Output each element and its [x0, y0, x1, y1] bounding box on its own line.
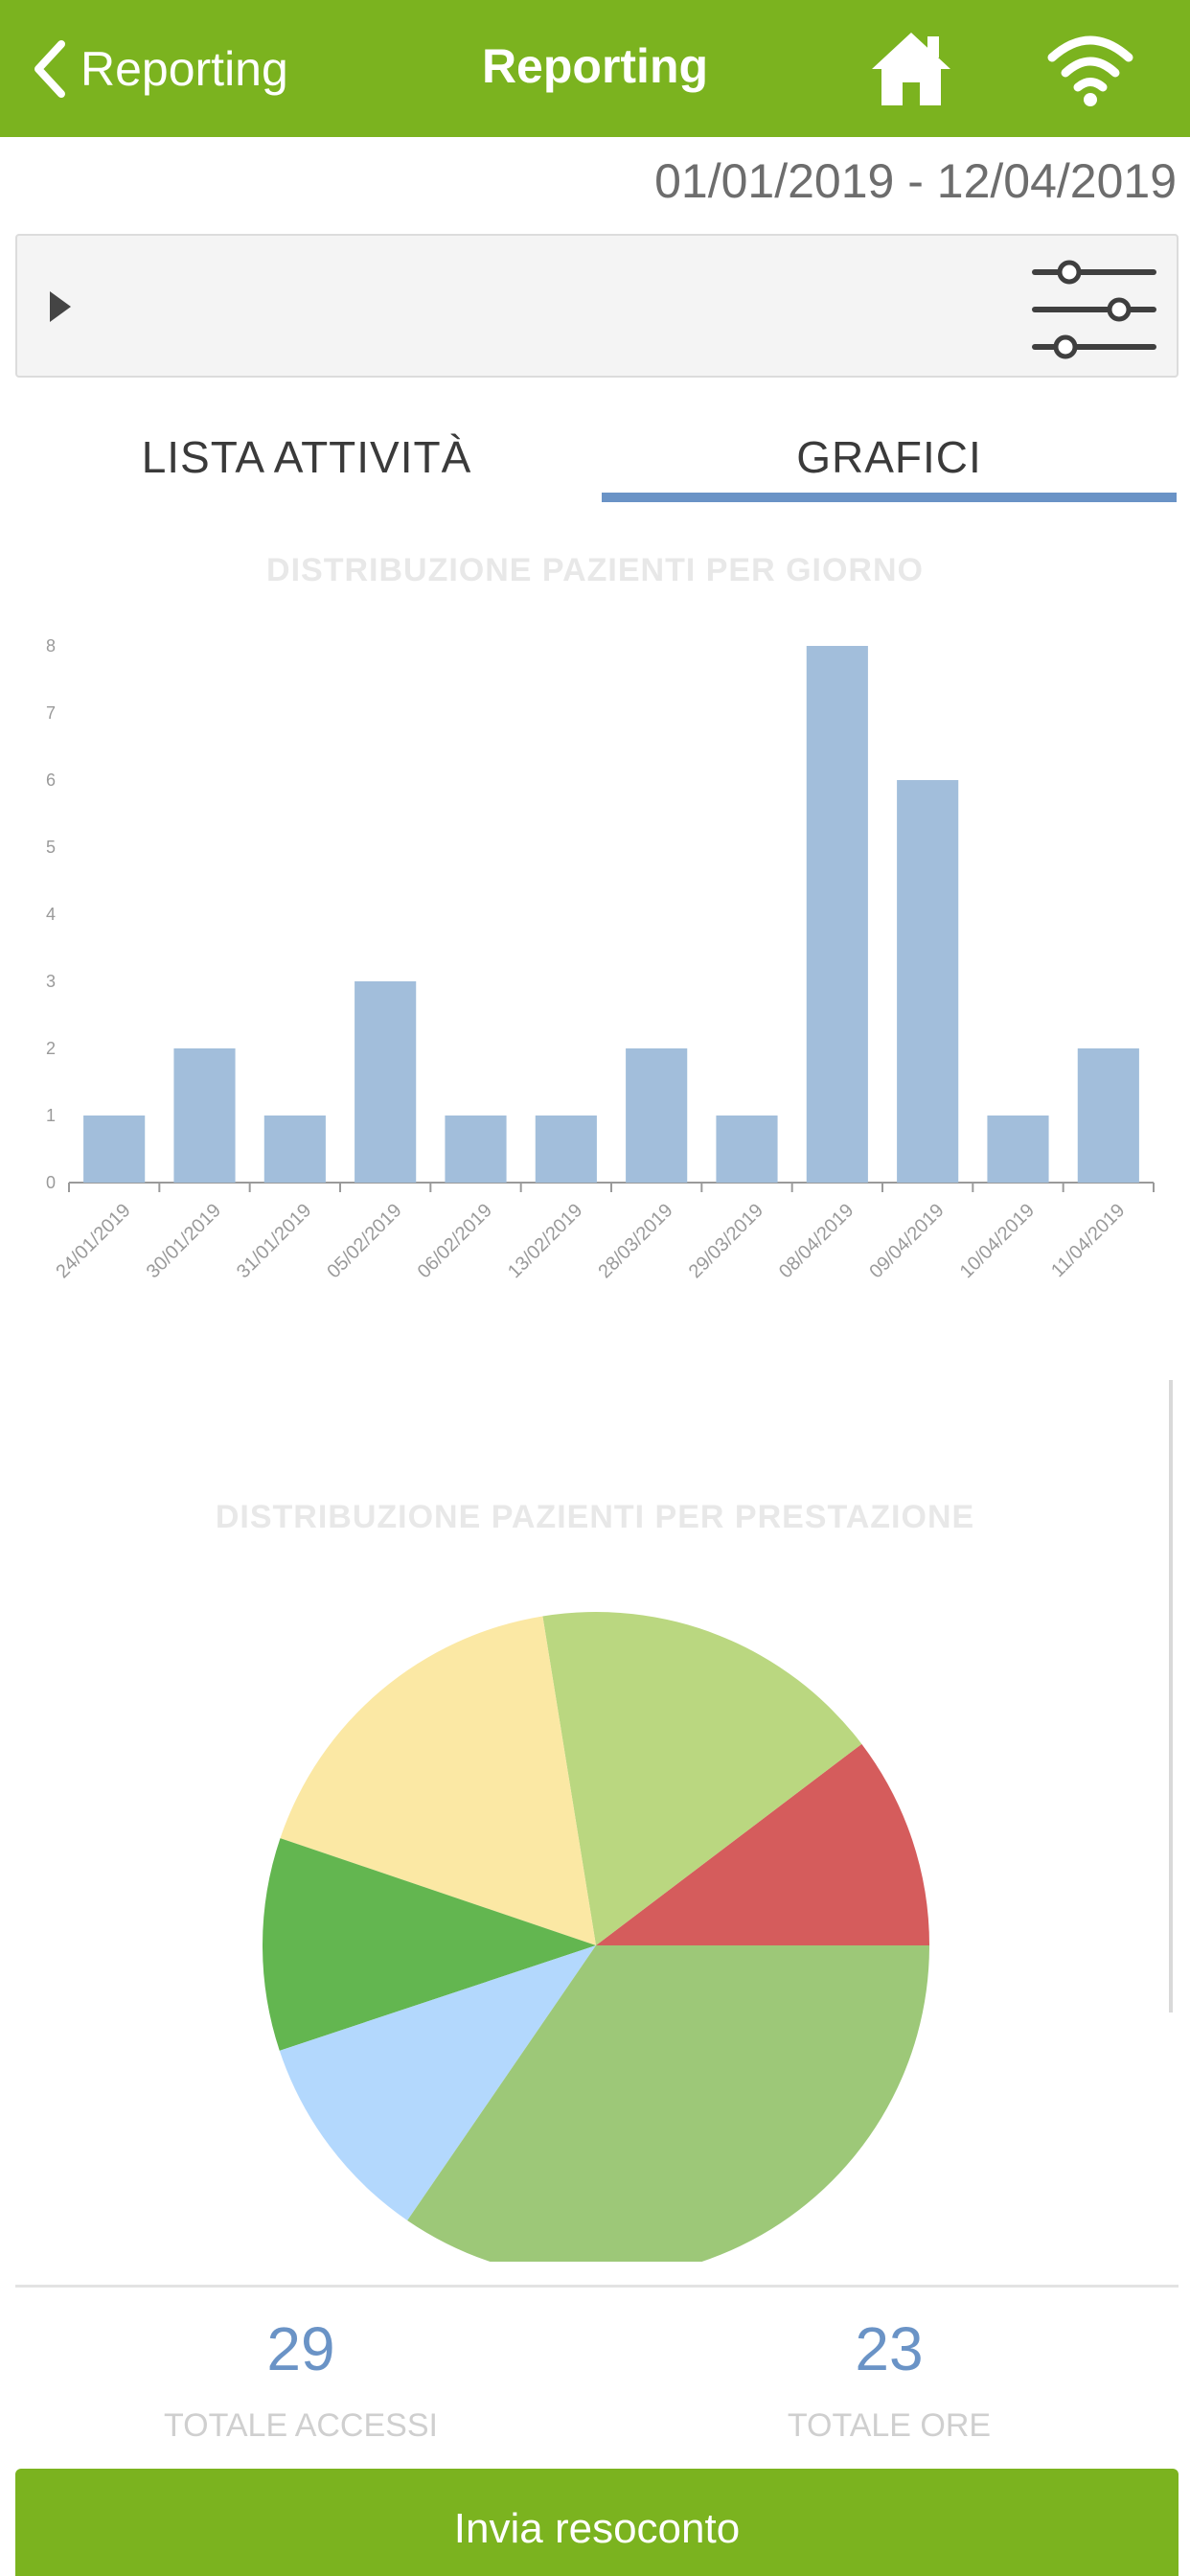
bar	[173, 1048, 236, 1183]
bar	[535, 1116, 597, 1183]
bar	[355, 981, 417, 1183]
x-tick-label: 11/04/2019	[1047, 1200, 1129, 1281]
x-tick-label: 30/01/2019	[143, 1200, 225, 1282]
bar	[716, 1116, 778, 1183]
pie-chart	[263, 1612, 929, 2262]
x-tick-label: 31/01/2019	[233, 1200, 315, 1282]
y-tick-label: 5	[46, 838, 56, 857]
x-tick-label: 08/04/2019	[775, 1200, 858, 1282]
y-tick-label: 8	[46, 636, 56, 656]
total-accessi-label: TOTALE ACCESSI	[164, 2407, 438, 2444]
bar	[806, 646, 868, 1183]
date-range: 01/01/2019 - 12/04/2019	[654, 154, 1177, 208]
pie-slice	[596, 1743, 929, 1945]
tab-grafici[interactable]: GRAFICI	[796, 432, 982, 482]
x-tick-label: 28/03/2019	[594, 1200, 676, 1282]
x-tick-label: 10/04/2019	[956, 1200, 1039, 1282]
total-ore-label: TOTALE ORE	[787, 2407, 992, 2444]
scroll-indicator	[1169, 1380, 1173, 2012]
bar	[83, 1116, 146, 1183]
x-tick-label: 05/02/2019	[323, 1200, 405, 1282]
x-tick-label: 06/02/2019	[414, 1200, 496, 1282]
y-tick-label: 7	[46, 703, 56, 723]
y-tick-label: 3	[46, 972, 56, 991]
back-button[interactable]: Reporting	[31, 34, 288, 104]
x-tick-label: 24/01/2019	[52, 1200, 134, 1282]
wifi-icon	[1047, 35, 1133, 106]
pie-slice	[279, 1945, 596, 2220]
home-icon[interactable]	[868, 29, 954, 109]
pie-slice	[542, 1612, 862, 1945]
y-tick-label: 0	[46, 1173, 56, 1192]
chevron-left-icon	[34, 40, 65, 98]
y-tick-label: 4	[46, 905, 56, 924]
filter-bar	[15, 234, 1179, 378]
total-ore-value: 23	[855, 2314, 924, 2383]
y-tick-label: 6	[46, 770, 56, 790]
pie-slice	[263, 1838, 596, 2051]
bar	[1077, 1048, 1139, 1183]
bar	[987, 1116, 1049, 1183]
y-tick-label: 1	[46, 1106, 56, 1125]
y-tick-label: 2	[46, 1039, 56, 1058]
x-tick-label: 09/04/2019	[865, 1200, 948, 1282]
x-tick-label: 29/03/2019	[685, 1200, 767, 1282]
pie-slice	[407, 1945, 929, 2262]
bar	[626, 1048, 688, 1183]
bar	[445, 1116, 507, 1183]
bar	[897, 780, 959, 1183]
bar-chart-title: DISTRIBUZIONE PAZIENTI PER GIORNO	[266, 552, 924, 588]
caret-right-icon[interactable]	[44, 288, 77, 326]
summary-divider	[15, 2285, 1179, 2288]
back-button-label: Reporting	[80, 42, 288, 96]
sliders-icon[interactable]	[1031, 249, 1157, 366]
pie-slice	[280, 1616, 596, 1945]
x-tick-label: 13/02/2019	[504, 1200, 586, 1282]
bar	[263, 1116, 326, 1183]
pie-chart-title: DISTRIBUZIONE PAZIENTI PER PRESTAZIONE	[215, 1499, 975, 1535]
tab-lista-attivita[interactable]: LISTA ATTIVITÀ	[141, 432, 472, 482]
total-accessi-value: 29	[266, 2314, 335, 2383]
navigation-bar: Reporting Reporting	[0, 0, 1190, 137]
active-tab-indicator	[602, 493, 1177, 502]
send-report-button[interactable]: Invia resoconto	[15, 2469, 1179, 2576]
